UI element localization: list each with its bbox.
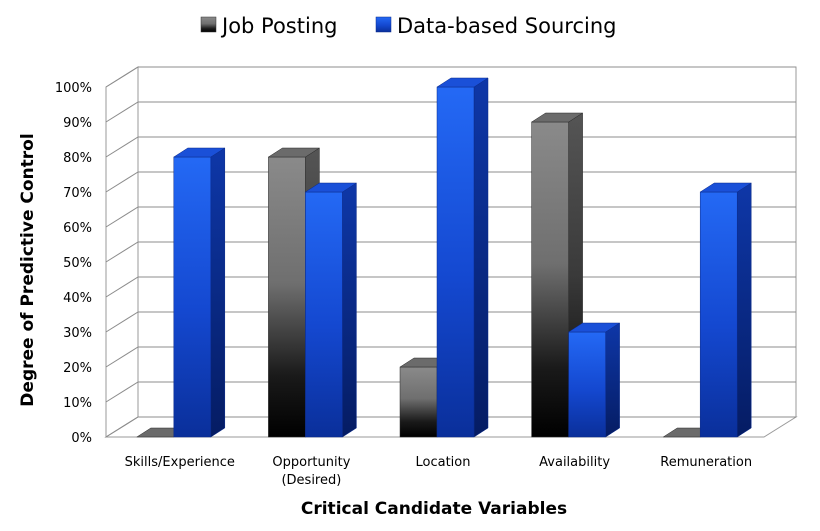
bar-front bbox=[531, 121, 569, 438]
bar-side bbox=[342, 182, 357, 438]
x-axis-title: Critical Candidate Variables bbox=[301, 499, 567, 519]
gridline bbox=[105, 66, 796, 88]
y-tick-label: 60% bbox=[63, 221, 92, 236]
legend: Job Posting Data-based Sourcing bbox=[200, 14, 616, 38]
bar-front bbox=[568, 331, 606, 438]
bar-side bbox=[736, 182, 752, 438]
bar-front bbox=[699, 191, 738, 438]
x-tick-label: Location bbox=[416, 455, 471, 470]
bar-top bbox=[530, 112, 584, 123]
bar-front bbox=[399, 366, 438, 438]
bars bbox=[135, 77, 753, 438]
y-tick-label: 0% bbox=[71, 431, 92, 446]
y-tick-label: 20% bbox=[63, 361, 92, 376]
bar-front bbox=[305, 191, 343, 438]
x-tick-label: Availability bbox=[539, 455, 610, 470]
y-axis-ticks: 0% 10% 20% 30% 40% 50% 60% 70% 80% 90% 100% bbox=[55, 81, 92, 446]
gridline bbox=[105, 101, 796, 123]
bar-side bbox=[605, 322, 620, 438]
x-tick-label: Opportunity bbox=[272, 455, 350, 470]
y-axis-title: Degree of Predictive Control bbox=[18, 133, 38, 406]
bar-side bbox=[473, 77, 489, 438]
x-tick-label: Remuneration bbox=[660, 455, 752, 470]
bar-front bbox=[436, 86, 475, 438]
legend-swatch-job-posting bbox=[200, 16, 217, 33]
y-tick-label: 70% bbox=[63, 186, 92, 201]
legend-item-job-posting: Job Posting bbox=[200, 14, 337, 38]
legend-swatch-data-based-sourcing bbox=[375, 16, 392, 33]
bar-top bbox=[567, 322, 621, 333]
bar-data-based-sourcing bbox=[699, 182, 753, 438]
y-tick-label: 90% bbox=[63, 116, 92, 131]
x-axis-ticks: Skills/Experience Opportunity (Desired) Loc… bbox=[125, 455, 752, 488]
bar-data-based-sourcing bbox=[304, 182, 358, 438]
y-tick-label: 40% bbox=[63, 291, 92, 306]
bar-top bbox=[699, 182, 753, 193]
y-tick-label: 30% bbox=[63, 326, 92, 341]
bar-data-based-sourcing bbox=[567, 322, 621, 438]
y-tick-label: 80% bbox=[63, 151, 92, 166]
y-tick-label: 100% bbox=[55, 81, 92, 96]
bar-data-based-sourcing bbox=[436, 77, 489, 438]
legend-label-job-posting: Job Posting bbox=[220, 14, 337, 38]
bar-data-based-sourcing bbox=[172, 147, 226, 438]
bar-side bbox=[210, 147, 226, 438]
bar-top bbox=[304, 182, 358, 193]
legend-item-data-based-sourcing: Data-based Sourcing bbox=[375, 14, 616, 38]
bar-front bbox=[173, 156, 212, 438]
bar-top bbox=[172, 147, 226, 158]
bar-front bbox=[268, 156, 306, 438]
bar-top bbox=[267, 147, 321, 158]
bar-top bbox=[436, 77, 489, 88]
y-tick-label: 10% bbox=[63, 396, 92, 411]
legend-label-data-based-sourcing: Data-based Sourcing bbox=[397, 14, 616, 38]
x-tick-label: Skills/Experience bbox=[125, 455, 235, 470]
x-tick-label-line2: (Desired) bbox=[281, 473, 341, 488]
y-tick-label: 50% bbox=[63, 256, 92, 271]
